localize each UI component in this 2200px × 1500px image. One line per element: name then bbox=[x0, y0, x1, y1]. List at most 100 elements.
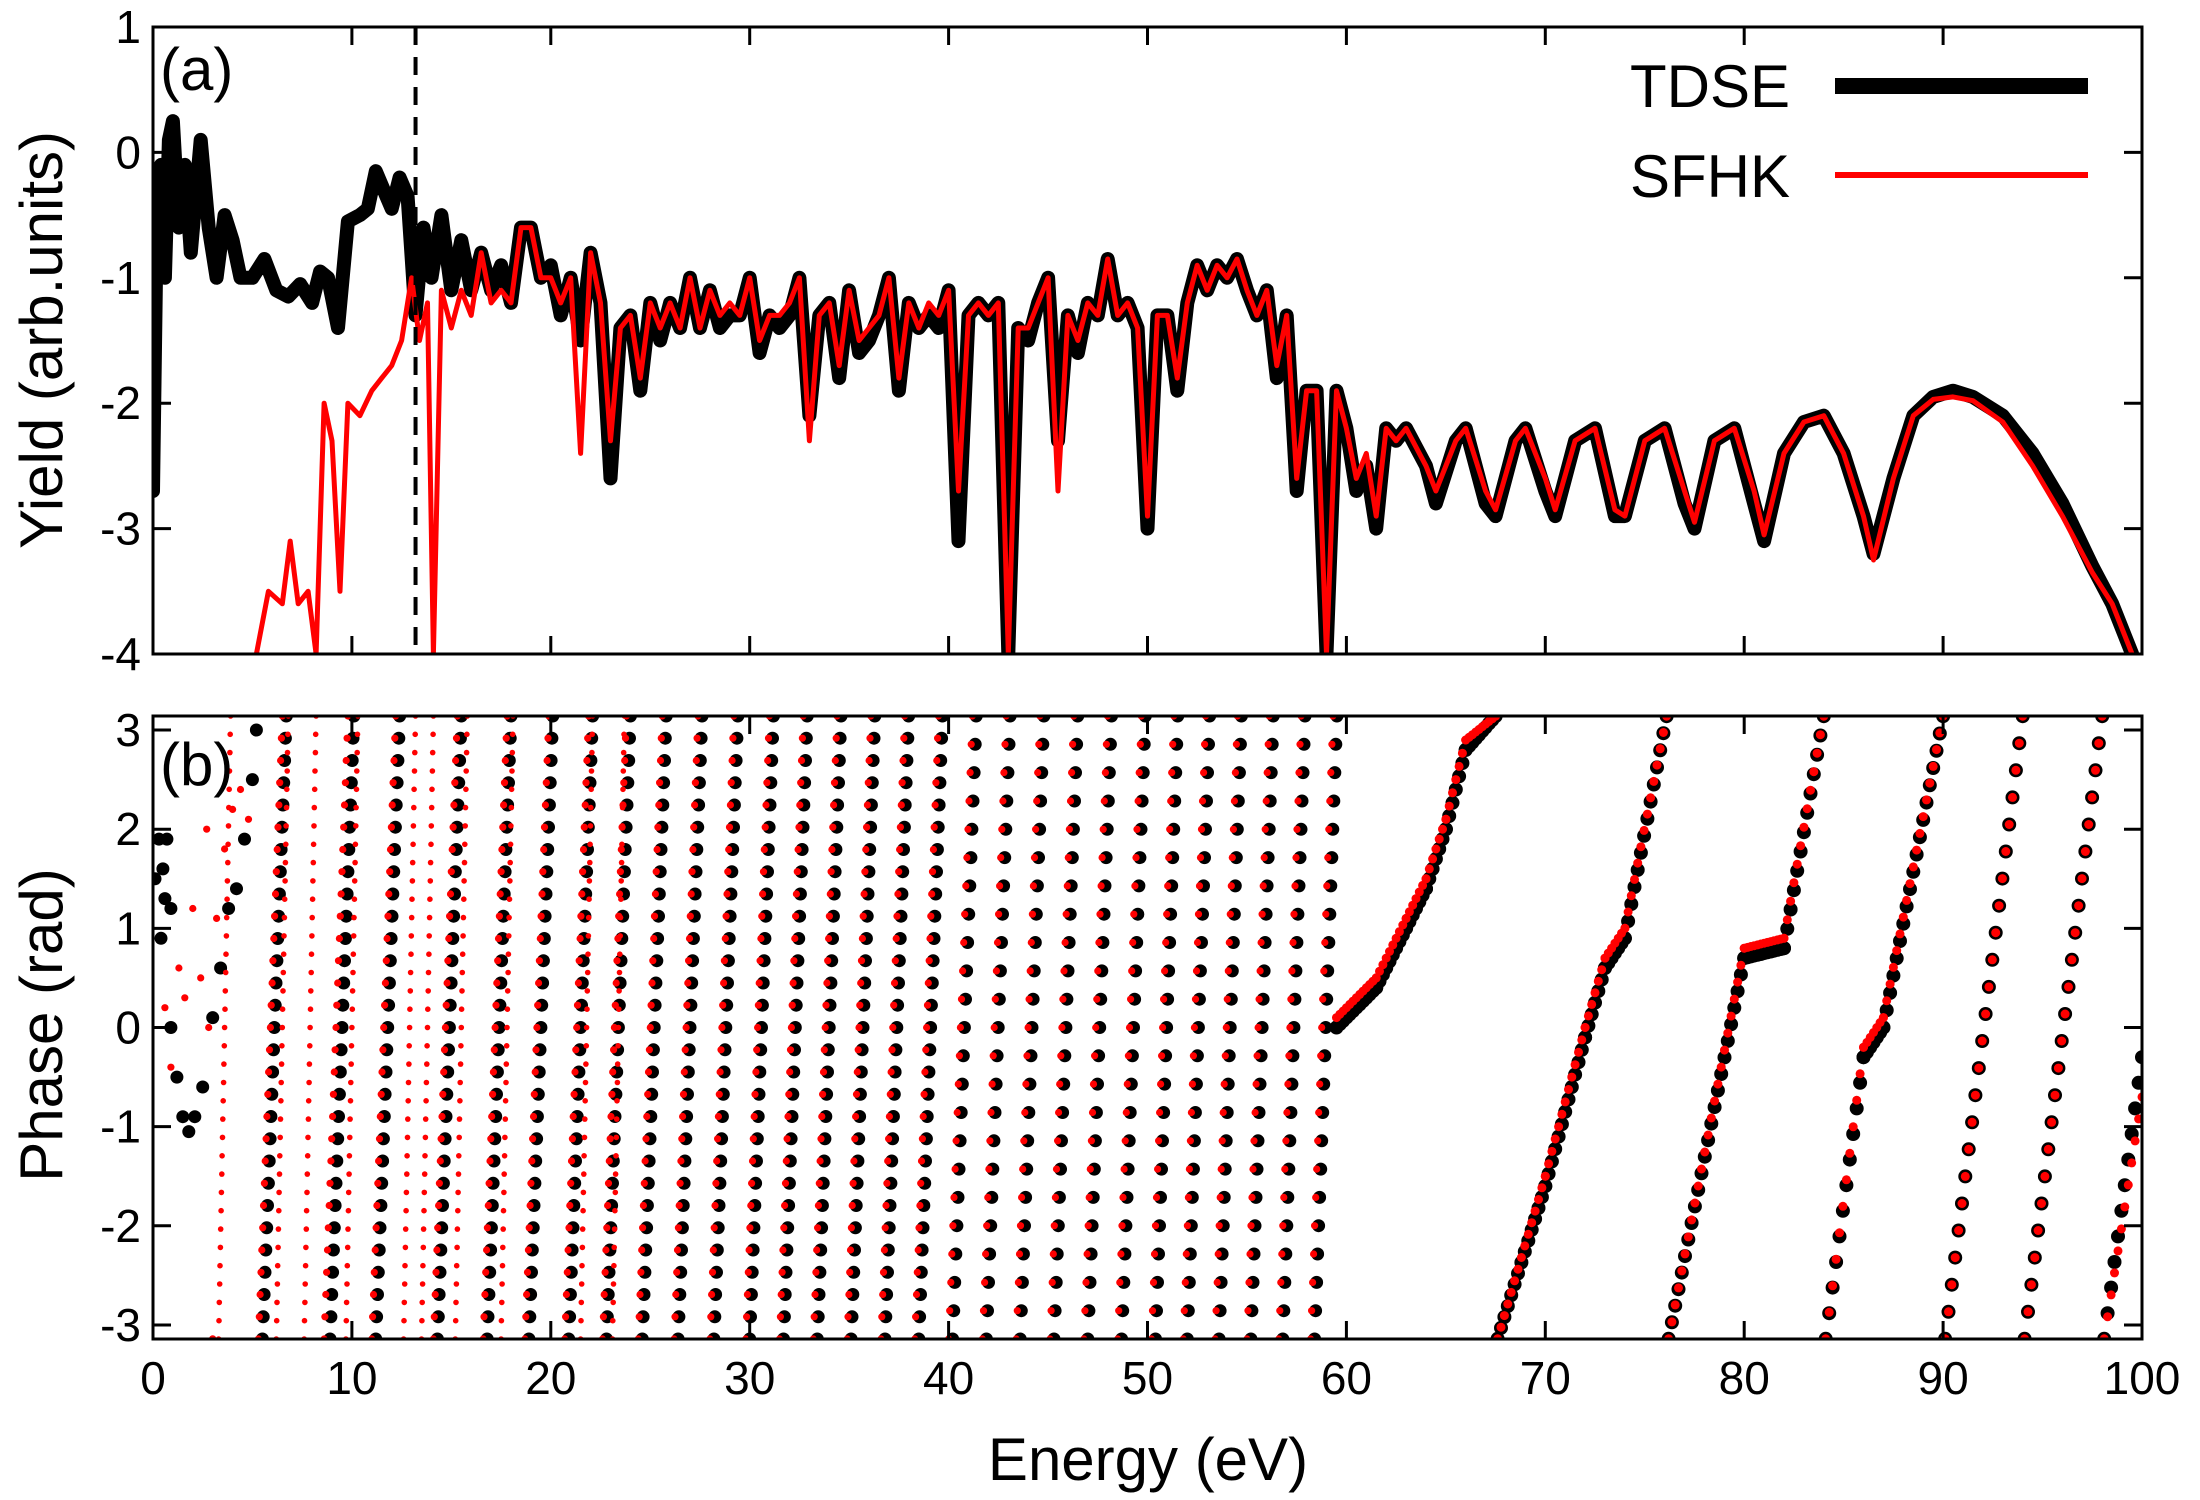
phase-point-sfhk bbox=[446, 890, 455, 898]
phase-point-sfhk bbox=[509, 768, 515, 774]
phase-point-sfhk bbox=[1296, 740, 1304, 748]
phase-point-sfhk bbox=[379, 1046, 387, 1054]
phase-point-sfhk bbox=[2030, 1253, 2040, 1263]
phase-point-sfhk bbox=[1279, 1222, 1287, 1230]
phase-point-tdse bbox=[1893, 934, 1907, 948]
phase-point-sfhk bbox=[786, 1046, 795, 1054]
phase-point-sfhk bbox=[259, 1201, 268, 1210]
phase-point-sfhk bbox=[581, 801, 589, 809]
phase-point-tdse bbox=[176, 1110, 190, 1124]
phase-point-sfhk bbox=[953, 1108, 961, 1117]
phase-point-sfhk bbox=[1021, 1108, 1029, 1117]
phase-point-sfhk bbox=[1249, 1165, 1257, 1173]
phase-point-sfhk bbox=[648, 979, 656, 987]
phase-point-sfhk bbox=[961, 910, 969, 918]
phase-point-sfhk bbox=[1133, 825, 1141, 833]
phase-point-sfhk bbox=[543, 756, 551, 765]
phase-point-sfhk bbox=[348, 1043, 355, 1049]
phase-point-sfhk bbox=[533, 1023, 541, 1032]
phase-point-sfhk bbox=[830, 801, 838, 809]
phase-point-sfhk bbox=[896, 845, 904, 854]
phase-point-sfhk bbox=[890, 979, 899, 987]
phase-point-sfhk bbox=[1451, 775, 1461, 785]
phase-point-sfhk bbox=[928, 890, 936, 898]
phase-point-sfhk bbox=[449, 823, 457, 831]
phase-point-tdse bbox=[335, 1021, 349, 1034]
phase-point-sfhk bbox=[781, 1201, 789, 1210]
phase-point-sfhk bbox=[283, 804, 290, 811]
phase-point-sfhk bbox=[616, 890, 624, 898]
phase-point-sfhk bbox=[639, 1201, 648, 1210]
phase-point-sfhk bbox=[891, 957, 899, 965]
phase-point-sfhk bbox=[322, 1290, 330, 1299]
phase-point-sfhk bbox=[583, 1043, 590, 1049]
phase-point-sfhk bbox=[725, 823, 734, 831]
phase-point-sfhk bbox=[581, 1171, 587, 1177]
phase-point-sfhk bbox=[642, 1135, 650, 1143]
phase-point-sfhk bbox=[441, 1023, 449, 1032]
x-axis-label: Energy (eV) bbox=[988, 1426, 1308, 1493]
phase-point-sfhk bbox=[463, 786, 469, 793]
phase-point-sfhk bbox=[260, 1179, 268, 1187]
phase-point-sfhk bbox=[754, 1001, 763, 1009]
phase-point-sfhk bbox=[1729, 994, 1739, 1004]
phase-point-sfhk bbox=[747, 1201, 755, 1210]
phase-point-sfhk bbox=[563, 1268, 571, 1276]
phase-point-sfhk bbox=[383, 934, 391, 943]
phase-point-sfhk bbox=[402, 1226, 409, 1232]
phase-point-sfhk bbox=[675, 1201, 683, 1210]
phase-point-sfhk bbox=[531, 1068, 539, 1076]
phase-point-sfhk bbox=[304, 1153, 311, 1159]
phase-point-sfhk bbox=[750, 1112, 758, 1121]
phase-point-sfhk bbox=[2014, 738, 2024, 748]
phase-point-sfhk bbox=[453, 1262, 460, 1269]
phase-point-sfhk bbox=[581, 1134, 588, 1141]
phase-point-sfhk bbox=[1590, 988, 1600, 998]
phase-point-sfhk bbox=[219, 1171, 225, 1177]
phase-point-sfhk bbox=[305, 1134, 311, 1141]
phase-point-sfhk bbox=[1263, 769, 1271, 777]
phase-point-sfhk bbox=[761, 823, 769, 831]
phase-point-sfhk bbox=[281, 896, 288, 902]
phase-point-sfhk bbox=[1987, 955, 1997, 965]
phase-point-sfhk bbox=[794, 845, 802, 854]
phase-point-sfhk bbox=[450, 801, 458, 809]
phase-point-sfhk bbox=[490, 1046, 498, 1054]
phase-point-sfhk bbox=[1035, 740, 1043, 748]
phase-point-sfhk bbox=[427, 878, 434, 884]
phase-point-sfhk bbox=[429, 786, 435, 793]
phase-point-sfhk bbox=[302, 1299, 308, 1306]
phase-point-sfhk bbox=[743, 1290, 752, 1299]
phase-point-sfhk bbox=[1082, 1278, 1090, 1286]
phase-point-sfhk bbox=[1019, 1165, 1027, 1173]
phase-point-sfhk bbox=[614, 1098, 620, 1104]
phase-point-sfhk bbox=[1136, 740, 1144, 748]
phase-point-sfhk bbox=[890, 1001, 898, 1009]
phase-point-sfhk bbox=[1736, 960, 1746, 970]
phase-point-sfhk bbox=[2067, 955, 2077, 965]
phase-point-sfhk bbox=[1244, 1307, 1252, 1315]
phase-point-sfhk bbox=[787, 1023, 796, 1032]
phase-point-sfhk bbox=[454, 1244, 460, 1251]
phase-point-sfhk bbox=[687, 890, 695, 898]
phase-point-sfhk bbox=[612, 1189, 619, 1196]
phase-point-sfhk bbox=[349, 988, 356, 994]
phase-point-sfhk bbox=[927, 912, 935, 920]
phase-point-sfhk bbox=[1156, 1108, 1164, 1117]
phase-point-tdse bbox=[153, 872, 162, 886]
phase-point-sfhk bbox=[788, 1001, 796, 1009]
phase-point-sfhk bbox=[175, 964, 183, 972]
phase-point-sfhk bbox=[305, 1098, 312, 1104]
phase-point-sfhk bbox=[348, 1061, 355, 1067]
phase-point-sfhk bbox=[921, 1068, 929, 1076]
phase-point-sfhk bbox=[849, 1179, 857, 1187]
phase-point-sfhk bbox=[857, 979, 865, 987]
phase-point-sfhk bbox=[503, 1043, 510, 1049]
phase-point-sfhk bbox=[1690, 1198, 1700, 1208]
phase-point-sfhk bbox=[708, 1290, 716, 1299]
phase-point-sfhk bbox=[502, 1098, 509, 1104]
phase-point-sfhk bbox=[917, 1157, 926, 1165]
phase-point-sfhk bbox=[1057, 1052, 1065, 1060]
y-tick-label: -3 bbox=[100, 1299, 141, 1351]
phase-point-sfhk bbox=[499, 1262, 506, 1269]
